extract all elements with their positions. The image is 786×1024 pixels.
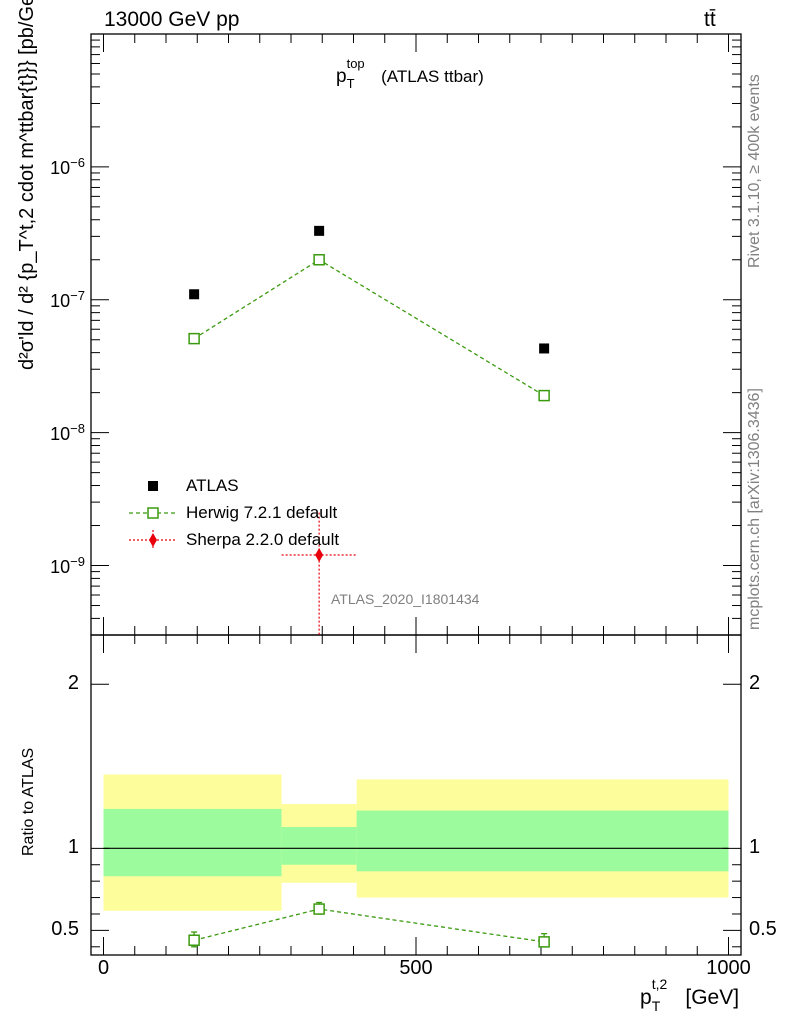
ratio-ytick-label-left-0: 0.5	[51, 918, 79, 941]
rivet-label: Rivet 3.1.10, ≥ 400k events	[746, 74, 763, 268]
sherpa-point-0	[315, 547, 324, 562]
ratio-ytick-label-left-2: 2	[67, 672, 79, 695]
atlas-point-0	[189, 289, 200, 300]
xlabel-sup: t,2	[651, 976, 668, 992]
ratio-band-inner-2	[356, 810, 729, 872]
ratio-herwig-point-0	[188, 934, 200, 946]
xlabel-main: p	[640, 986, 652, 1009]
main-ylabel: d²σ'ld / d² {p_T^t,2 cdot m^ttbar{t}}} […	[16, 0, 38, 370]
ratio-xlabel: p t,2 T [GeV]	[640, 976, 740, 1014]
title-rest: (ATLAS ttbar)	[381, 67, 484, 86]
ratio-band-inner-0	[103, 808, 282, 877]
xlabel-sub: T	[651, 998, 661, 1014]
process-label: tt̄	[704, 8, 716, 31]
main-ytick-label-3: 10−6	[50, 154, 85, 178]
main-ytick-label-0: 10−9	[50, 553, 85, 577]
mcplots-label: mcplots.cern.ch [arXiv:1306.3436]	[746, 388, 763, 630]
ratio-ytick-label-right-1: 1	[749, 836, 761, 859]
title-sup: top	[346, 56, 365, 71]
legend-entry-sherpa-label: Sherpa 2.2.0 default	[186, 530, 340, 549]
legend-entry-herwig-label: Herwig 7.2.1 default	[186, 503, 338, 522]
plot-title: p top T (ATLAS ttbar)	[336, 56, 484, 91]
legend-sherpa-marker	[149, 533, 157, 547]
ratio-xtick-label-1: 500	[399, 957, 433, 979]
ratio-ytick-label-right-2: 2	[749, 672, 761, 695]
herwig-line	[193, 258, 545, 397]
ratio-herwig-line	[193, 908, 545, 943]
energy-label: 13000 GeV pp	[104, 8, 240, 31]
analysis-label: ATLAS_2020_I1801434	[331, 591, 480, 607]
ratio-ylabel: Ratio to ATLAS	[20, 747, 37, 856]
ratio-ytick-label-right-0: 0.5	[749, 918, 777, 941]
legend-atlas-marker	[148, 481, 158, 491]
legend-herwig-marker	[147, 507, 159, 519]
ratio-ytick-label-left-1: 1	[67, 836, 79, 859]
main-ytick-label-2: 10−7	[50, 287, 85, 311]
xlabel-rest: [GeV]	[685, 986, 740, 1009]
main-ytick-label-1: 10−8	[50, 420, 85, 444]
legend-entry-atlas-label: ATLAS	[186, 476, 239, 495]
ratio-herwig-point-2	[538, 936, 550, 948]
herwig-point-2	[538, 389, 550, 402]
herwig-point-1	[313, 254, 325, 266]
atlas-point-1	[314, 225, 325, 236]
herwig-point-0	[188, 332, 200, 345]
ratio-band-inner-1	[281, 827, 357, 865]
title-main: p	[336, 66, 347, 87]
title-sub: T	[346, 76, 355, 91]
ratio-xtick-label-0: 0	[97, 957, 110, 979]
ratio-xtick-label-2: 1000	[706, 957, 751, 979]
ratio-herwig-point-1	[313, 903, 325, 915]
atlas-point-2	[539, 343, 550, 354]
